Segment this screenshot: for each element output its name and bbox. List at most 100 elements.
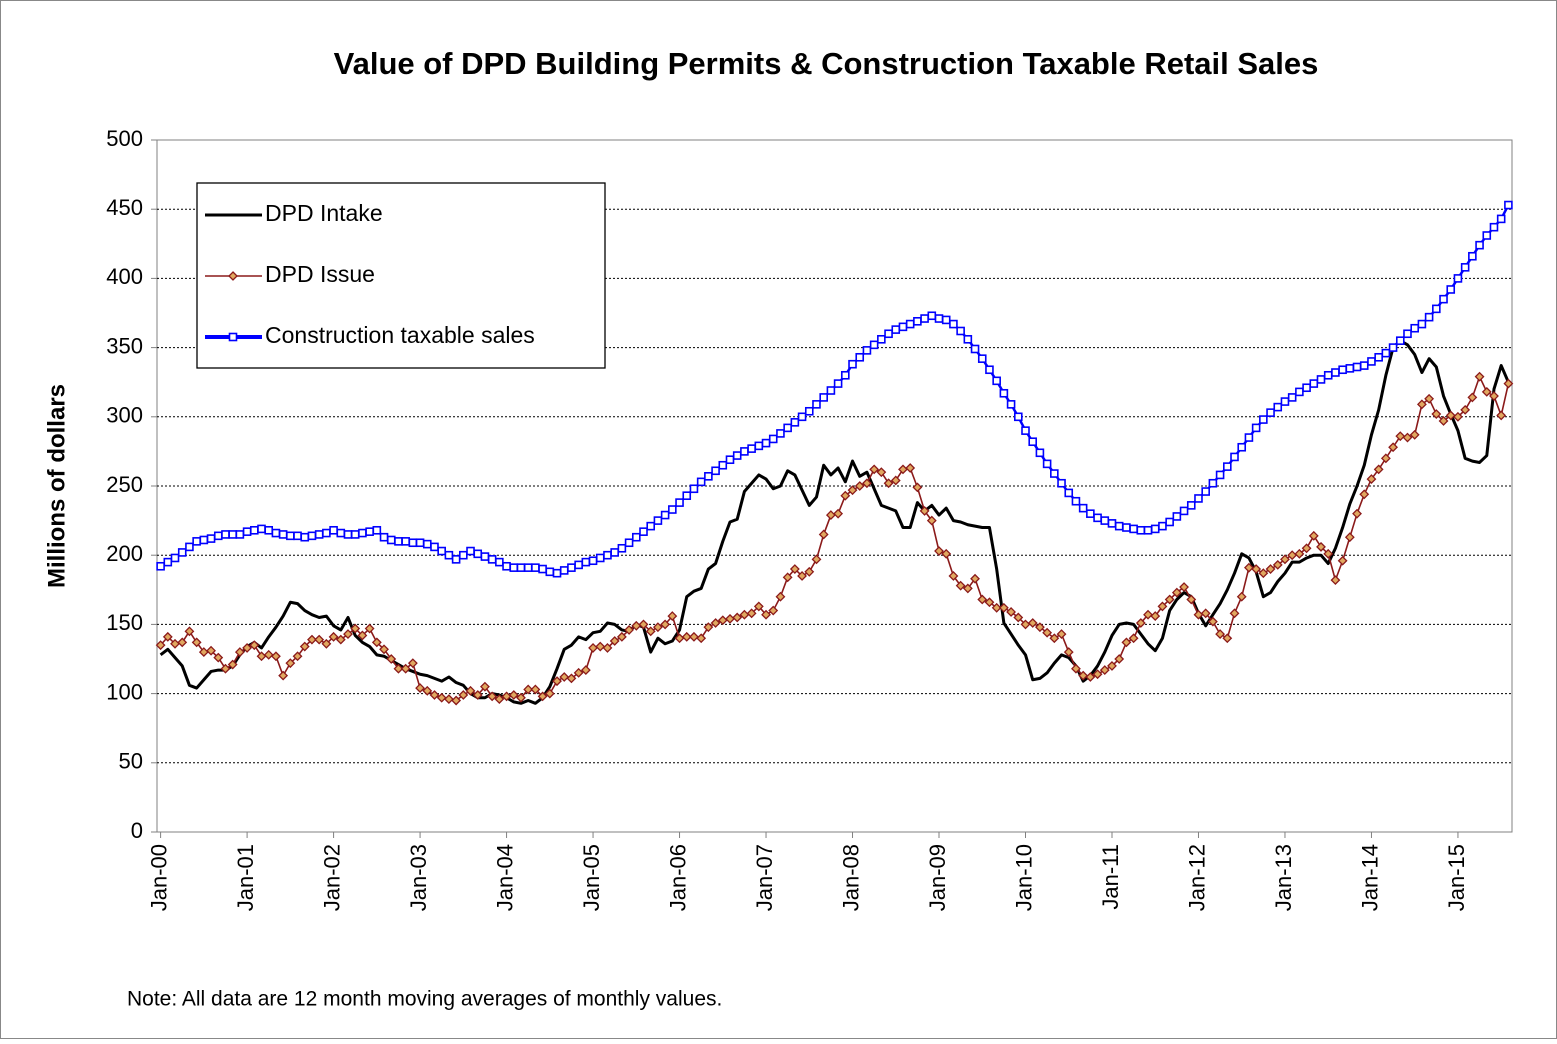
point <box>1453 274 1463 283</box>
point <box>221 530 230 539</box>
point <box>710 618 721 628</box>
point <box>624 538 634 548</box>
point <box>883 478 894 489</box>
x-tick-label: Jan-04 <box>492 844 517 911</box>
point <box>1042 627 1053 638</box>
point <box>242 643 253 653</box>
point <box>480 681 490 692</box>
point <box>963 334 973 344</box>
point <box>286 531 295 541</box>
point <box>321 638 332 649</box>
y-tick-label: 350 <box>106 333 143 358</box>
point <box>905 319 915 329</box>
point <box>804 406 814 416</box>
point <box>1460 263 1470 272</box>
point <box>1244 562 1254 573</box>
point <box>1251 423 1261 433</box>
point <box>552 568 562 578</box>
point <box>1136 525 1146 535</box>
x-tick-label: Jan-10 <box>1011 844 1036 911</box>
point <box>1475 240 1484 250</box>
point <box>746 608 757 619</box>
point <box>436 692 447 703</box>
point <box>443 694 454 705</box>
point <box>595 553 605 563</box>
point <box>905 463 916 473</box>
point <box>754 441 764 451</box>
point <box>559 566 569 575</box>
point <box>408 538 418 548</box>
point <box>1438 416 1449 426</box>
point <box>1129 524 1138 534</box>
point <box>653 516 663 525</box>
point <box>934 314 944 323</box>
point <box>516 692 526 703</box>
point <box>1107 661 1117 671</box>
point <box>343 629 353 640</box>
point <box>386 654 397 664</box>
point <box>1179 582 1189 592</box>
point <box>444 550 454 560</box>
point <box>1265 564 1276 574</box>
point <box>934 546 944 556</box>
y-axis-label: Millions of dollars <box>43 384 70 588</box>
point <box>235 530 245 539</box>
point <box>1424 312 1434 322</box>
point <box>711 466 720 476</box>
point <box>459 550 468 560</box>
point <box>609 636 620 646</box>
series <box>156 200 1513 578</box>
point <box>1165 517 1174 527</box>
point <box>1179 506 1189 516</box>
point <box>1086 509 1095 518</box>
point <box>1143 525 1153 535</box>
point <box>891 325 901 334</box>
point <box>1331 368 1340 377</box>
x-tick-label: Jan-06 <box>665 844 690 911</box>
point <box>379 532 389 542</box>
point <box>1085 672 1096 682</box>
point <box>350 623 361 634</box>
point <box>804 566 815 577</box>
point <box>213 531 223 541</box>
point <box>1504 200 1513 210</box>
point <box>545 567 555 577</box>
point <box>466 546 475 556</box>
point <box>941 315 951 325</box>
point <box>645 626 656 637</box>
point <box>812 400 821 409</box>
point <box>566 673 577 684</box>
point <box>1316 541 1326 552</box>
point <box>1200 608 1211 619</box>
point <box>422 685 433 696</box>
point <box>797 412 807 422</box>
point <box>451 555 461 564</box>
point <box>299 641 310 652</box>
point <box>1164 594 1175 605</box>
point <box>1381 348 1391 358</box>
point <box>1028 437 1038 447</box>
point <box>1280 554 1290 565</box>
point <box>1251 564 1262 574</box>
point <box>732 451 742 460</box>
point <box>1208 478 1218 488</box>
point <box>415 538 425 548</box>
point <box>163 557 173 567</box>
x-tick-label: Jan-08 <box>838 844 863 911</box>
point <box>1034 622 1045 633</box>
point <box>1388 343 1398 352</box>
point <box>1259 415 1268 424</box>
point <box>1229 608 1240 619</box>
point <box>668 505 677 514</box>
point <box>1150 611 1161 622</box>
y-tick-label: 300 <box>106 403 143 428</box>
point <box>1013 412 1023 422</box>
legend-marker <box>228 271 238 281</box>
point <box>826 386 836 395</box>
point <box>293 531 302 541</box>
point <box>523 684 534 695</box>
point <box>998 602 1009 613</box>
point <box>617 543 627 553</box>
point <box>1337 555 1348 566</box>
y-tick-label: 200 <box>106 541 143 566</box>
